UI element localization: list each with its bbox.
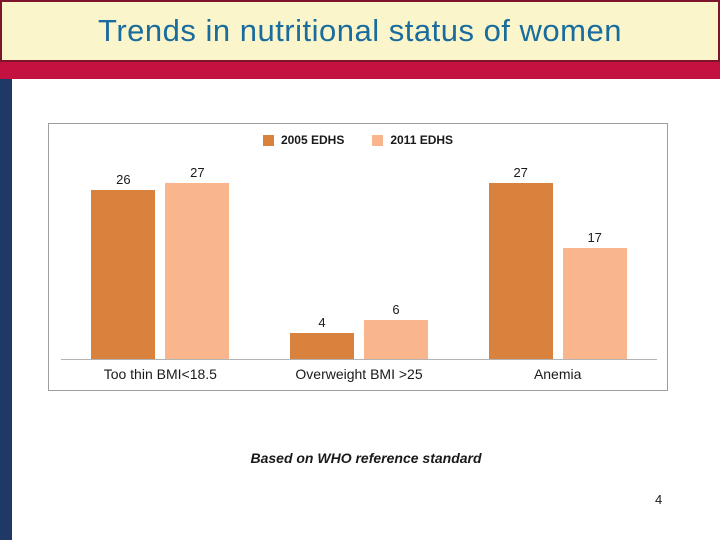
bar-value-label: 27 bbox=[513, 165, 528, 180]
page-number: 4 bbox=[655, 492, 663, 507]
bar-value-label: 17 bbox=[587, 230, 602, 245]
bar-value-label: 26 bbox=[116, 172, 131, 187]
left-accent-bar bbox=[0, 79, 12, 540]
bar: 4 bbox=[290, 315, 354, 359]
category-label: Anemia bbox=[533, 366, 582, 382]
legend-item: 2011 EDHS bbox=[372, 133, 453, 147]
bar-rect bbox=[290, 333, 354, 359]
accent-stripe bbox=[0, 62, 720, 79]
bar-value-label: 27 bbox=[190, 165, 205, 180]
category-label: Too thin BMI<18.5 bbox=[103, 366, 217, 382]
chart-legend: 2005 EDHS 2011 EDHS bbox=[49, 133, 667, 147]
bar-group: 26 27 bbox=[61, 154, 260, 359]
slide-title: Trends in nutritional status of women bbox=[98, 13, 622, 48]
source-caption: Based on WHO reference standard bbox=[250, 450, 482, 466]
bar: 6 bbox=[364, 302, 428, 359]
slide-title-bar: Trends in nutritional status of women bbox=[0, 0, 720, 62]
bar-rect bbox=[165, 183, 230, 359]
bar-value-label: 4 bbox=[318, 315, 326, 330]
bar-rect bbox=[562, 248, 627, 359]
category-axis-labels: Too thin BMI<18.5 Overweight BMI >25 Anemi… bbox=[61, 366, 657, 382]
legend-item: 2005 EDHS bbox=[262, 133, 345, 147]
bar-chart: 2005 EDHS 2011 EDHS 26 27 4 6 27 17 Too thin B… bbox=[48, 123, 668, 391]
bar-value-label: 6 bbox=[392, 302, 400, 317]
category-label: Overweight BMI >25 bbox=[295, 366, 423, 382]
legend-swatch-icon bbox=[262, 134, 274, 146]
legend-swatch-icon bbox=[372, 134, 384, 146]
bar: 27 bbox=[165, 165, 230, 359]
bar-rect bbox=[488, 183, 553, 359]
bar: 27 bbox=[488, 165, 553, 359]
bar: 26 bbox=[91, 172, 156, 359]
legend-label: 2005 EDHS bbox=[280, 133, 345, 147]
bar: 17 bbox=[562, 230, 627, 359]
bar-rect bbox=[364, 320, 428, 359]
legend-label: 2011 EDHS bbox=[390, 133, 454, 147]
bar-group: 27 17 bbox=[458, 154, 657, 359]
plot-area: 26 27 4 6 27 17 bbox=[61, 154, 657, 360]
bar-rect bbox=[91, 190, 156, 359]
